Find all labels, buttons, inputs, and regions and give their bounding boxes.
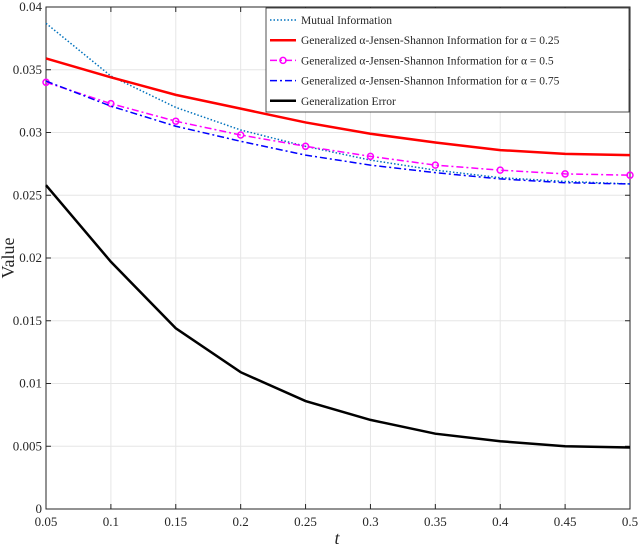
data-point-marker (301, 142, 310, 151)
y-tick-label: 0.03 (19, 125, 42, 140)
y-tick-label: 0.02 (19, 250, 42, 265)
series-line-1 (45, 57, 631, 157)
x-tick-label: 0.3 (362, 514, 378, 529)
y-tick-label: 0.01 (19, 376, 42, 391)
y-tick-label: 0.015 (13, 313, 42, 328)
data-point-marker (431, 161, 440, 169)
series-lines (42, 22, 634, 449)
data-point-marker (561, 170, 569, 178)
legend-label: Generalized α-Jensen-Shannon Information… (301, 35, 560, 47)
series-line-2 (45, 81, 631, 176)
x-tick-label: 0.45 (554, 514, 577, 529)
legend-marker (279, 56, 287, 65)
legend-box (265, 7, 630, 113)
legend-label: Generalized α-Jensen-Shannon Information… (301, 76, 560, 88)
legend-label: Mutual Information (301, 15, 392, 27)
x-tick-label: 0.15 (164, 514, 187, 529)
data-point-marker (626, 171, 634, 179)
y-tick-label: 0.035 (13, 62, 42, 77)
x-tick-label: 0.4 (492, 514, 509, 529)
data-point-marker (496, 166, 504, 174)
y-tick-label: 0 (36, 501, 43, 516)
series-line-3 (45, 80, 631, 185)
series-line-4 (45, 184, 631, 449)
legend-label: Generalized α-Jensen-Shannon Information… (301, 55, 554, 67)
data-point-marker (366, 152, 375, 161)
series-line-0 (45, 22, 631, 185)
x-tick-label: 0.1 (103, 514, 119, 529)
x-tick-label: 0.25 (294, 514, 317, 529)
ticks: 0.05 0.1 0.15 0.2 0.25 0.3 0.35 0.4 0.45 0.5 0 0.00… (13, 0, 638, 529)
y-tick-label: 0.025 (13, 187, 42, 202)
data-point-marker (107, 99, 115, 108)
y-tick-label: 0.04 (19, 0, 42, 14)
x-tick-label: 0.2 (233, 514, 249, 529)
legend-label: Generalization Error (301, 96, 396, 108)
x-tick-label: 0.05 (35, 514, 58, 529)
x-axis-label: t (334, 528, 340, 548)
y-axis-label: Value (0, 237, 18, 278)
x-tick-label: 0.5 (622, 514, 638, 529)
data-point-marker (236, 131, 245, 139)
data-point-marker (172, 117, 180, 125)
x-tick-label: 0.35 (424, 514, 447, 529)
legend: Mutual Information Generalized α-Jensen-S… (265, 7, 630, 113)
y-tick-label: 0.005 (13, 438, 42, 453)
